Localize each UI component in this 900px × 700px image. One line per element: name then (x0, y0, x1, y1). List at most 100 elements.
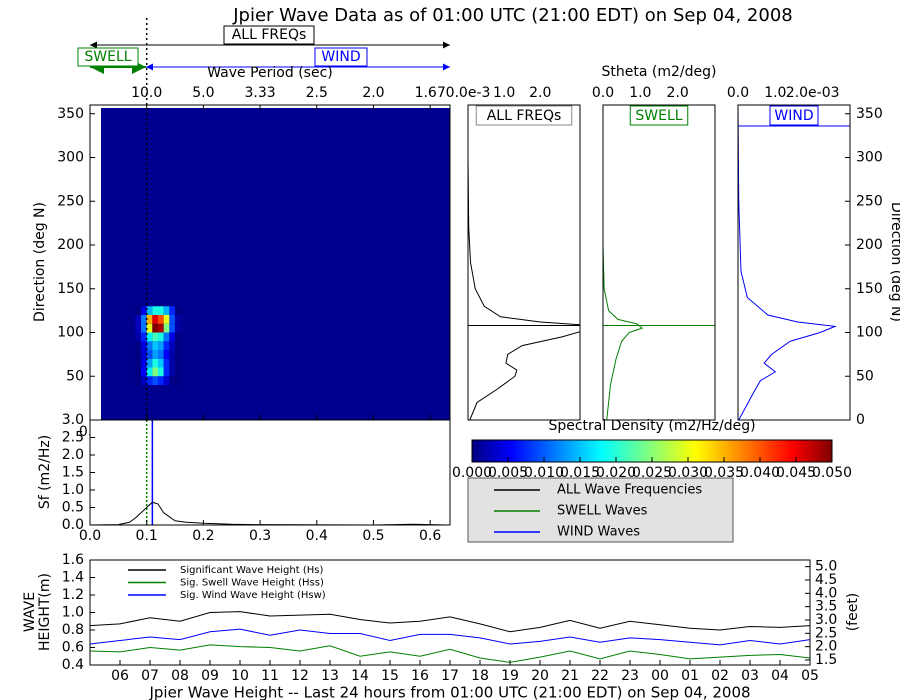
direction-curve (468, 105, 580, 420)
colorbar-tick-label: 0.005 (488, 465, 528, 481)
y-tick-label: 150 (57, 281, 84, 297)
heatmap-cell (169, 367, 176, 377)
x-tick-label: 1.0 (493, 85, 515, 101)
y-tick-label: 1.4 (62, 570, 84, 586)
heatmap-cell (135, 376, 142, 385)
y2-tick-label: 4.5 (815, 572, 837, 588)
heatmap-cell (163, 358, 170, 368)
x-tick-label: 14 (351, 668, 369, 684)
all-label: ALL FREQs (232, 27, 307, 43)
y-tick-label: 300 (856, 150, 883, 166)
x-tick-label: 04 (771, 668, 789, 684)
x-tick-label: 0.3 (249, 528, 271, 544)
figure-title: Jpier Wave Data as of 01:00 UTC (21:00 E… (232, 5, 793, 26)
heatmap-cell (163, 350, 170, 359)
x-tick-label: 23 (621, 668, 639, 684)
colorbar-tick-label: 0.015 (560, 465, 600, 481)
heatmap-cell (158, 323, 164, 333)
y-axis-label: WAVE (22, 592, 38, 632)
heatmap-cell (158, 350, 164, 359)
legend-label: WIND Waves (557, 525, 640, 540)
heatmap-cell (135, 315, 142, 324)
period-tick-label: 2.5 (306, 85, 328, 101)
period-tick-label: 10.0 (131, 85, 162, 101)
legend-label: Sig. Wind Wave Height (Hsw) (180, 590, 326, 601)
panel-background (90, 420, 450, 525)
legend-label: ALL Wave Frequencies (557, 483, 702, 498)
heatmap-cell (163, 332, 170, 342)
heatmap-cell (141, 323, 147, 333)
legend-label: SWELL Waves (557, 504, 648, 519)
y-tick-label: 1.2 (62, 587, 84, 603)
heatmap-cell (158, 341, 164, 350)
x-tick-label: 05 (801, 668, 819, 684)
y-tick-label: 0.4 (62, 657, 84, 673)
heatmap-cell (152, 358, 159, 368)
heatmap-cell (141, 367, 147, 377)
x-tick-label: 16 (411, 668, 429, 684)
y-axis-label: Direction (deg N) (32, 202, 48, 322)
x-axis-label: Stheta (m2/deg) (602, 64, 717, 80)
colorbar-tick-label: 0.010 (524, 465, 564, 481)
x-tick-label: 2.0 (529, 85, 551, 101)
x-tick-label: 0.6 (419, 528, 441, 544)
heatmap-cell (175, 306, 181, 315)
heatmap-cell (141, 332, 147, 342)
panel-frame (737, 104, 851, 421)
heatmap-cell (152, 367, 159, 377)
colorbar-tick-label: 0.025 (632, 465, 672, 481)
x-tick-label: 06 (111, 668, 129, 684)
heatmap-cell (135, 306, 142, 315)
x-tick-label: 11 (261, 668, 279, 684)
heatmap-cell (163, 376, 170, 385)
all-label-box (223, 25, 315, 45)
heatmap-cell (152, 376, 159, 385)
heatmap-cell (135, 358, 142, 368)
y-tick-label: 50 (66, 368, 84, 384)
panel-title-box (769, 105, 819, 126)
y-tick-label: 1.0 (62, 605, 84, 621)
heatmap-cell (175, 376, 181, 385)
heatmap-cell (146, 323, 153, 333)
y-axis-label: Direction (deg N) (888, 202, 900, 322)
colorbar-tick-label: 0.040 (740, 465, 780, 481)
heatmap-cell (175, 332, 181, 342)
x-tick-label: 0.0 (79, 528, 101, 544)
heatmap-cell (146, 358, 153, 368)
colorbar-tick-label: 0.000 (452, 465, 492, 481)
y-tick-label: 0.6 (62, 640, 84, 656)
heatmap-cell (146, 306, 153, 315)
period-tick-label: 3.33 (244, 85, 275, 101)
x-tick-label: 0.0 (592, 85, 614, 101)
y-tick-label: 3.0 (62, 412, 84, 428)
y-tick-label: 350 (57, 106, 84, 122)
y2-tick-label: 3.5 (815, 599, 837, 615)
direction-curve-group (603, 105, 644, 420)
heatmap-cell (175, 323, 181, 333)
x-tick-label: 20 (531, 668, 549, 684)
x-tick-label: 18 (471, 668, 489, 684)
y-tick-label: 1.5 (62, 465, 84, 481)
x-tick-label: 22 (591, 668, 609, 684)
x-tick-label: 0.0 (727, 85, 749, 101)
colorbar-tick-label: 0.035 (704, 465, 744, 481)
heatmap-cell (141, 306, 147, 315)
y2-tick-label: 1.5 (815, 652, 837, 668)
y-tick-label: 2.0 (62, 447, 84, 463)
heatmap-cell (146, 376, 153, 385)
heatmap-cell (152, 350, 159, 359)
x-tick-label: 19 (501, 668, 519, 684)
y-tick-label: 150 (856, 281, 883, 297)
wind-label-box (314, 47, 368, 67)
y-tick-label: 300 (57, 150, 84, 166)
x-tick-label: 2.0 (667, 85, 689, 101)
y-axis-label: HEIGHT(m) (37, 573, 53, 651)
x-tick-label: 13 (321, 668, 339, 684)
y-tick-label: 0.5 (62, 500, 84, 516)
colorbar-tick-label: 0.030 (668, 465, 708, 481)
heatmap-cell (141, 341, 147, 350)
wind-label: WIND (321, 49, 360, 65)
panel-title-box (475, 105, 573, 126)
panel-background (603, 105, 715, 420)
